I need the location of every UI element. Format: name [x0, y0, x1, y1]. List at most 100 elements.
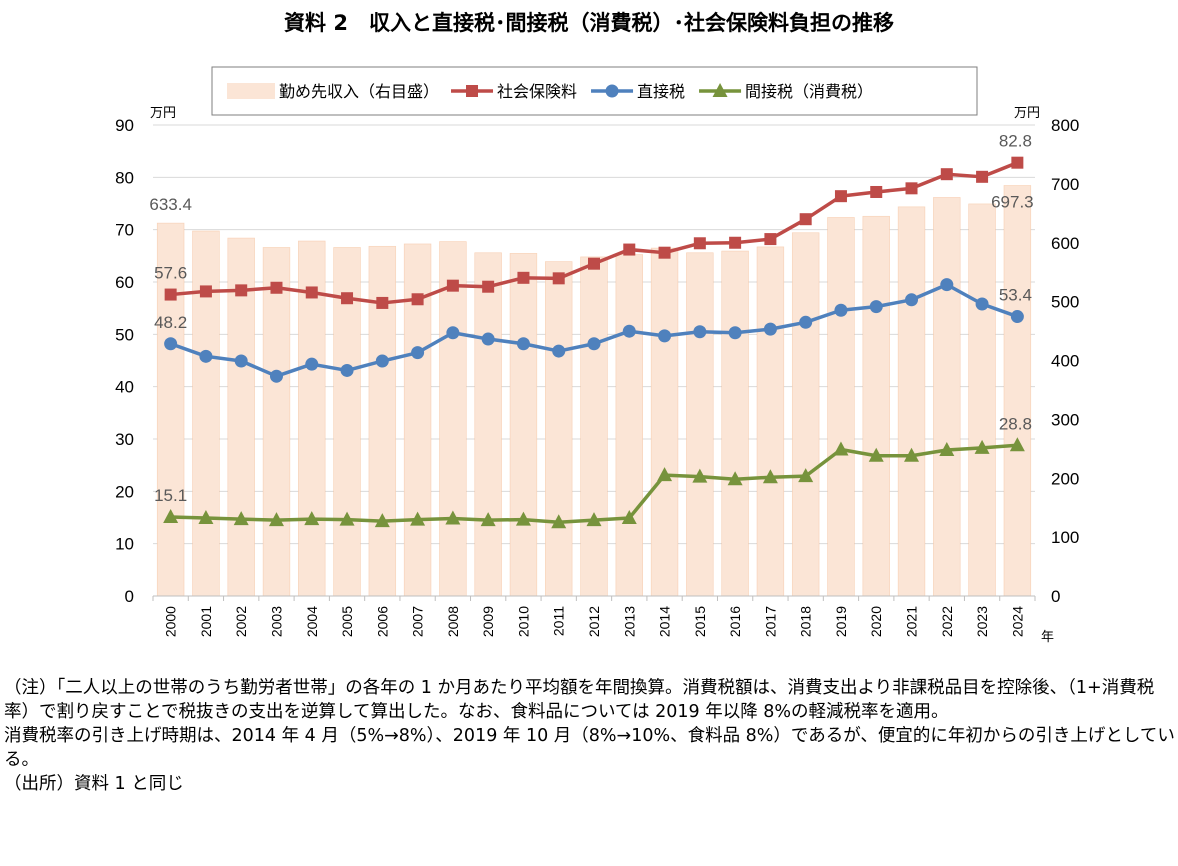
series-marker-0	[658, 246, 671, 259]
series-marker-1	[622, 324, 636, 338]
x-tick-label: 2021	[904, 606, 920, 637]
series-marker-0	[446, 279, 459, 292]
series-marker-2	[657, 467, 673, 482]
series-marker-0	[164, 288, 177, 301]
data-label: 53.4	[999, 286, 1032, 305]
x-tick-label: 2004	[304, 606, 320, 637]
series-marker-2	[304, 511, 320, 526]
series-marker-0	[905, 182, 918, 195]
legend-swatch-income	[227, 83, 275, 99]
series-marker-2	[727, 471, 743, 486]
series-marker-1	[763, 322, 777, 336]
legend-swatch-marker-1	[605, 84, 619, 98]
series-marker-1	[269, 369, 283, 383]
series-marker-1	[446, 326, 460, 340]
series-marker-2	[762, 469, 778, 484]
x-tick-label: 2020	[868, 606, 884, 637]
y-left-tick-label: 90	[115, 116, 134, 135]
x-tick-label: 2017	[762, 606, 778, 637]
series-marker-0	[870, 185, 883, 198]
series-marker-0	[552, 272, 565, 285]
series-marker-0	[235, 284, 248, 297]
series-marker-2	[198, 510, 214, 525]
series-marker-0	[834, 190, 847, 203]
x-tick-label: 2007	[410, 606, 426, 637]
x-tick-label: 2003	[268, 606, 284, 637]
series-marker-0	[623, 243, 636, 256]
x-tick-label: 2008	[445, 606, 461, 637]
series-marker-2	[1009, 437, 1025, 452]
series-marker-0	[976, 170, 989, 183]
note-2: 消費税率の引き上げ時期は、2014 年 4 月（5%→8%）、2019 年 10…	[4, 726, 1175, 770]
x-tick-label: 2009	[480, 606, 496, 637]
x-tick-label: 2015	[692, 606, 708, 637]
data-labels: 633.4 697.3 57.6 82.8 48.2 53.4 15.1 28.8	[149, 132, 1033, 505]
income-bar	[897, 206, 926, 597]
series-marker-2	[410, 511, 426, 526]
x-tick-label: 2011	[551, 606, 567, 636]
series-marker-0	[1011, 156, 1024, 169]
y-right-tick-label: 0	[1051, 587, 1060, 606]
y-left-tick-label: 70	[115, 221, 134, 240]
series-marker-2	[480, 512, 496, 527]
series-marker-1	[869, 300, 883, 314]
chart-title: 資料 2 収入と直接税･間接税（消費税）･社会保険料負担の推移	[284, 11, 894, 35]
series-marker-0	[411, 293, 424, 306]
y-right-tick-label: 100	[1051, 528, 1079, 547]
axes: 0 10 20 30 40 50 60 70 80 90 0 100 200 300 400 500 600 70…	[115, 106, 1079, 645]
notes: （注）「二人以上の世帯のうち勤労者世帯」の各年の 1 か月あたり平均額を年間換算…	[4, 676, 1176, 796]
series-marker-1	[940, 278, 954, 292]
series-marker-1	[1010, 310, 1024, 324]
income-bar	[580, 256, 608, 597]
series-marker-0	[482, 280, 495, 293]
y-right-tick-label: 800	[1051, 116, 1079, 135]
source-note: （出所）資料 1 と同じ	[4, 774, 184, 794]
y-right-tick-label: 500	[1051, 293, 1079, 312]
x-tick-label: 2010	[515, 606, 531, 637]
series-marker-1	[693, 325, 707, 339]
series-marker-0	[341, 292, 354, 305]
x-tick-label: 2005	[339, 606, 355, 637]
x-tick-label: 2014	[657, 606, 673, 637]
series-marker-0	[270, 281, 283, 294]
x-tick-label: 2001	[198, 606, 214, 637]
series-marker-1	[658, 329, 672, 343]
y-left-tick-label: 20	[115, 482, 134, 501]
income-bar	[862, 215, 890, 597]
income-bar	[1003, 185, 1032, 597]
y-right-unit: 万円	[1014, 106, 1040, 121]
income-bar	[686, 252, 714, 597]
x-tick-label: 2023	[974, 606, 990, 637]
series-marker-2	[374, 513, 390, 528]
series-marker-2	[621, 510, 637, 525]
x-tick-label: 2024	[1009, 606, 1025, 637]
income-bar	[474, 252, 502, 597]
data-label: 28.8	[999, 414, 1032, 433]
series-marker-0	[376, 296, 389, 309]
data-label: 82.8	[999, 132, 1032, 151]
y-left-tick-label: 50	[115, 325, 134, 344]
legend-label-0: 社会保険料	[497, 82, 577, 101]
y-left-tick-label: 80	[115, 168, 134, 187]
x-tick-label: 2002	[233, 606, 249, 637]
data-label: 633.4	[149, 195, 192, 214]
series-marker-1	[164, 337, 178, 351]
series-marker-2	[515, 511, 531, 526]
income-bar	[298, 240, 326, 597]
data-label: 697.3	[991, 192, 1034, 211]
series-marker-1	[799, 315, 813, 329]
income-bar	[439, 241, 467, 597]
series-marker-2	[868, 447, 884, 462]
data-label: 15.1	[154, 486, 187, 505]
series-marker-1	[199, 349, 213, 363]
series-marker-1	[516, 337, 530, 351]
series-marker-0	[799, 213, 812, 226]
data-label: 57.6	[154, 264, 187, 283]
y-left-tick-label: 0	[125, 587, 134, 606]
data-label: 48.2	[154, 313, 187, 332]
series-marker-1	[375, 354, 389, 368]
income-bar	[756, 246, 785, 597]
series-marker-2	[233, 511, 249, 526]
x-tick-label: 2000	[163, 606, 179, 637]
series-marker-0	[729, 236, 742, 249]
